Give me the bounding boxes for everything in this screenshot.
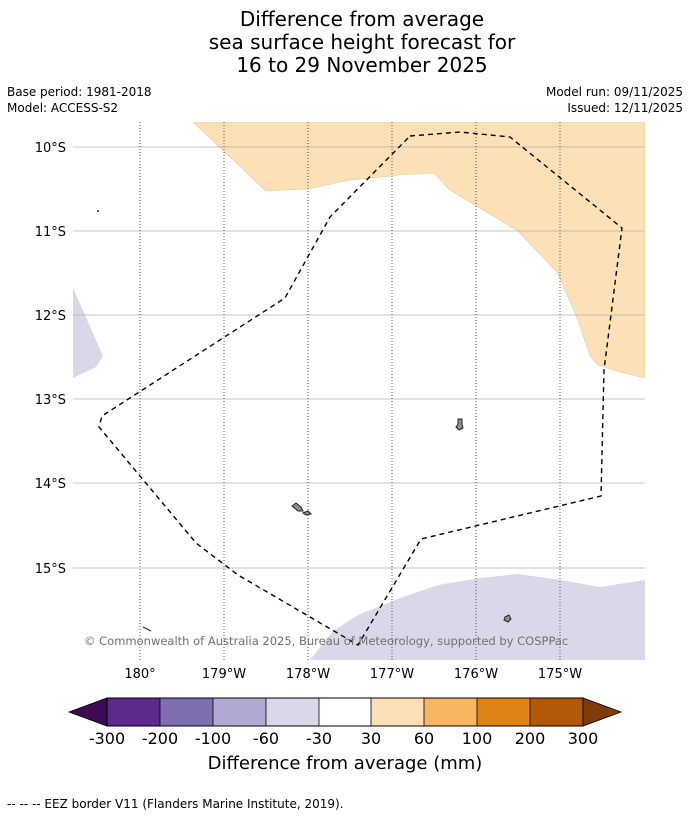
lon-labels: 180° 179°W 178°W 177°W 176°W 175°W [124,667,582,682]
island-central-small [301,510,313,516]
eez-footnote: -- -- -- EEZ border V11 (Flanders Marine… [7,797,344,811]
colorbar-tick: 100 [462,729,493,748]
island-east [455,418,464,431]
anomaly-region-negative-west [73,288,103,378]
meta-right: Model run: 09/11/2025 Issued: 12/11/2025 [546,84,683,116]
colorbar-segment [160,698,213,726]
lat-label: 13°S [35,393,66,408]
title-line-3: 16 to 29 November 2025 [236,53,488,77]
colorbar-segment [107,698,160,726]
anomaly-region-positive [192,122,645,379]
colorbar-tick: -200 [142,729,178,748]
lon-label: 180° [124,667,155,682]
map-title: Difference from average sea surface heig… [0,8,690,77]
lat-gridlines [73,146,645,569]
lat-labels: 10°S 11°S 12°S 13°S 14°S 15°S [35,141,66,577]
colorbar-tick: -300 [89,729,125,748]
colorbar-segment [530,698,583,726]
colorbar-extend-high [582,697,623,727]
lon-label: 177°W [370,667,414,682]
colorbar-tick: -60 [253,729,279,748]
lat-label: 14°S [35,477,66,492]
colorbar-segment [319,698,371,726]
colorbar-segment [477,698,530,726]
colorbar-segment [424,698,477,726]
issued-text: Issued: 12/11/2025 [567,101,683,115]
copyright-text: © Commonwealth of Australia 2025, Bureau… [84,634,568,648]
colorbar-tick: -30 [306,729,332,748]
colorbar-segment [371,698,424,726]
colorbar-label: Difference from average (mm) [207,753,483,774]
lon-label: 179°W [202,667,246,682]
colorbar-extend-low [67,697,108,727]
map-plot-area [73,122,645,660]
base-period-text: Base period: 1981-2018 [7,85,152,99]
island-southwest [142,626,152,632]
model-text: Model: ACCESS-S2 [7,101,119,115]
meta-left: Base period: 1981-2018 Model: ACCESS-S2 [7,84,152,116]
lon-label: 178°W [286,667,330,682]
islet-northwest [97,210,99,212]
lat-label: 10°S [35,141,66,156]
colorbar-segment [213,698,266,726]
colorbar-tick: 60 [414,729,434,748]
colorbar-tick: 200 [515,729,546,748]
lon-label: 176°W [454,667,498,682]
model-run-text: Model run: 09/11/2025 [545,85,683,99]
title-line-1: Difference from average [239,7,485,31]
lon-label: 175°W [538,667,582,682]
island-south [503,614,512,623]
colorbar: -300 -200 -100 -60 -30 30 60 100 200 300 [67,697,623,748]
anomaly-region-negative-south [310,574,645,660]
colorbar-tick: 300 [568,729,599,748]
colorbar-tick: -100 [195,729,231,748]
title-line-2: sea surface height forecast for [208,30,516,54]
lat-label: 15°S [35,562,66,577]
colorbar-segment [266,698,319,726]
lat-label: 12°S [35,309,66,324]
island-central [291,502,304,512]
lat-label: 11°S [35,225,66,240]
colorbar-tick: 30 [361,729,381,748]
eez-border [98,131,623,646]
